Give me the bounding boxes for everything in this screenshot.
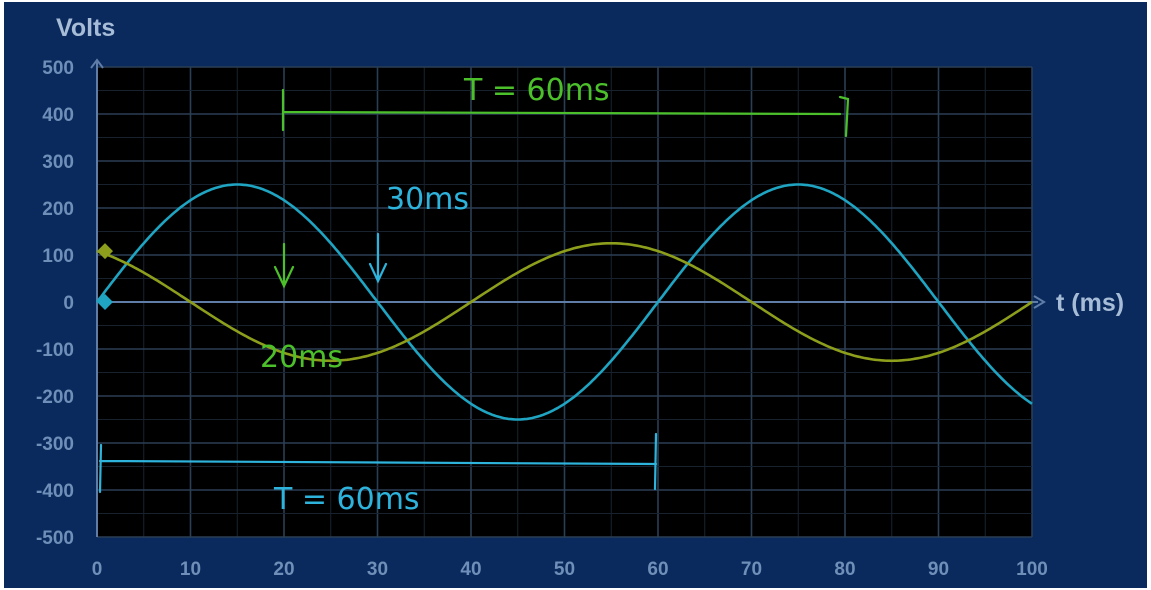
y-tick-label: 0 [63, 293, 74, 314]
blue-arrow-icon [368, 232, 388, 284]
y-tick-label: 100 [42, 246, 74, 267]
tick-labels: 0 10 20 30 40 50 60 70 80 90 100 500 400 300 200 100 0 -1… [36, 58, 1048, 580]
y-tick-label: -400 [36, 481, 74, 502]
x-axis-arrow-icon [1033, 295, 1046, 309]
y-axis-arrow-icon [90, 58, 104, 69]
x-tick-label: 40 [460, 559, 481, 580]
x-tick-label: 10 [180, 559, 201, 580]
y-tick-label: -100 [36, 340, 74, 361]
y-tick-label: -300 [36, 434, 74, 455]
y-tick-label: -500 [36, 528, 74, 549]
green-period-bracket [281, 88, 850, 138]
y-tick-label: 400 [42, 105, 74, 126]
green-period-label: T = 60ms [463, 73, 610, 108]
y-tick-label: 200 [42, 199, 74, 220]
y-axis-title: Volts [56, 14, 115, 42]
x-tick-label: 60 [647, 559, 668, 580]
green-20ms-label: 20ms [260, 340, 343, 375]
blue-period-label: T = 60ms [273, 482, 420, 517]
x-tick-label: 90 [928, 559, 949, 580]
sine-wave-chart: 0 10 20 30 40 50 60 70 80 90 100 500 400 300 200 100 0 -1… [36, 14, 1124, 580]
annotations: T = 60ms 30ms 20ms T = 60ms [98, 73, 850, 517]
series-1-line [96, 242, 1033, 363]
y-tick-label: -200 [36, 387, 74, 408]
blue-period-bracket [98, 432, 658, 494]
x-tick-label: 80 [834, 559, 855, 580]
x-tick-label: 0 [92, 559, 103, 580]
x-tick-label: 50 [554, 559, 575, 580]
x-tick-label: 20 [273, 559, 294, 580]
green-arrow-icon [273, 242, 295, 289]
y-tick-label: 300 [42, 152, 74, 173]
x-tick-label: 70 [741, 559, 762, 580]
x-tick-label: 100 [1016, 559, 1048, 580]
series-0-line [95, 183, 1033, 421]
y-tick-label: 500 [42, 58, 74, 79]
blue-30ms-label: 30ms [386, 182, 469, 217]
series-0-start-marker [97, 294, 113, 310]
x-axis-title: t (ms) [1056, 289, 1124, 317]
axes [90, 58, 1046, 537]
chart-frame: 0 10 20 30 40 50 60 70 80 90 100 500 400 300 200 100 0 -1… [4, 2, 1147, 588]
x-tick-label: 30 [367, 559, 388, 580]
series-1-start-marker [97, 243, 113, 260]
series [95, 183, 1033, 421]
